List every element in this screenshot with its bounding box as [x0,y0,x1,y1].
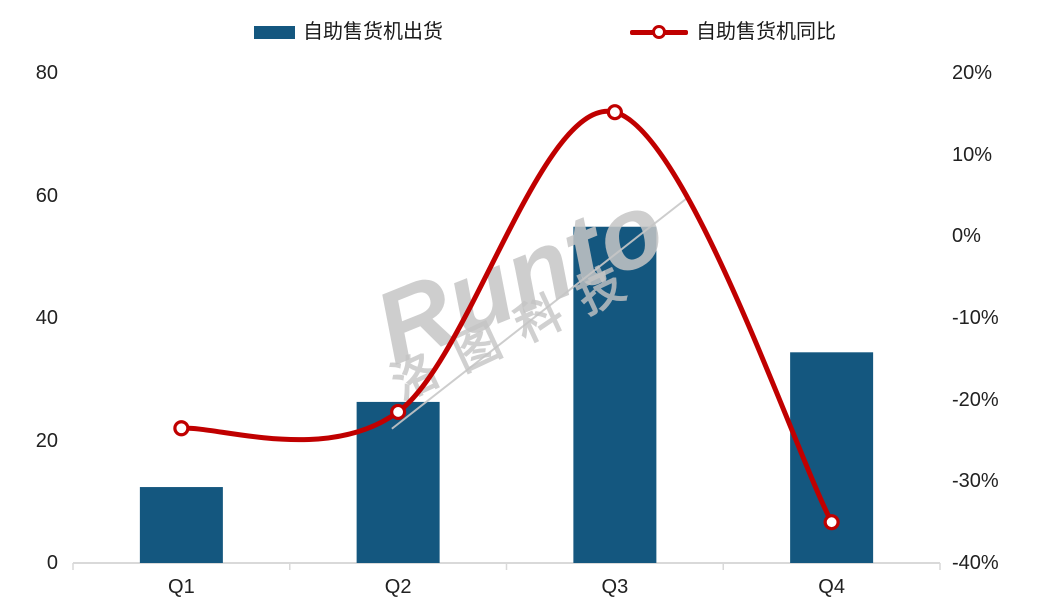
legend-item-shipments: 自助售货机出货 [254,20,443,44]
category-label-Q3: Q3 [601,576,629,598]
right-axis-tick--40%: -40% [952,552,999,574]
right-axis-tick--10%: -10% [952,307,999,329]
right-axis-tick-0%: 0% [952,225,981,248]
bar-Q1 [139,487,223,563]
yoy-marker-Q4 [823,514,840,531]
category-label-Q1: Q1 [168,576,195,598]
line-series-marker-icon [630,24,688,40]
yoy-line-path [178,108,835,525]
legend-line-label: 自助售货机同比 [696,21,836,43]
legend-item-yoy: 自助售货机同比 [630,20,836,44]
yoy-marker-Q1 [173,420,190,437]
yoy-marker-Q3 [606,104,623,121]
right-axis-tick--20%: -20% [952,388,999,411]
bar-series-swatch-icon [254,25,295,39]
right-axis-tick-10%: 10% [952,143,993,166]
left-axis-tick-20: 20 [35,429,58,452]
left-axis-tick-0: 0 [46,552,58,574]
category-label-Q4: Q4 [818,576,845,598]
left-axis-tick-60: 60 [35,184,58,207]
left-axis-tick-40: 40 [35,307,58,329]
left-axis-tick-80: 80 [35,62,58,84]
legend-bar-label: 自助售货机出货 [303,21,443,43]
right-axis-tick--30%: -30% [952,470,999,493]
category-label-Q2: Q2 [384,576,412,598]
right-axis-tick-20%: 20% [952,62,993,84]
yoy-marker-Q2 [390,403,407,421]
